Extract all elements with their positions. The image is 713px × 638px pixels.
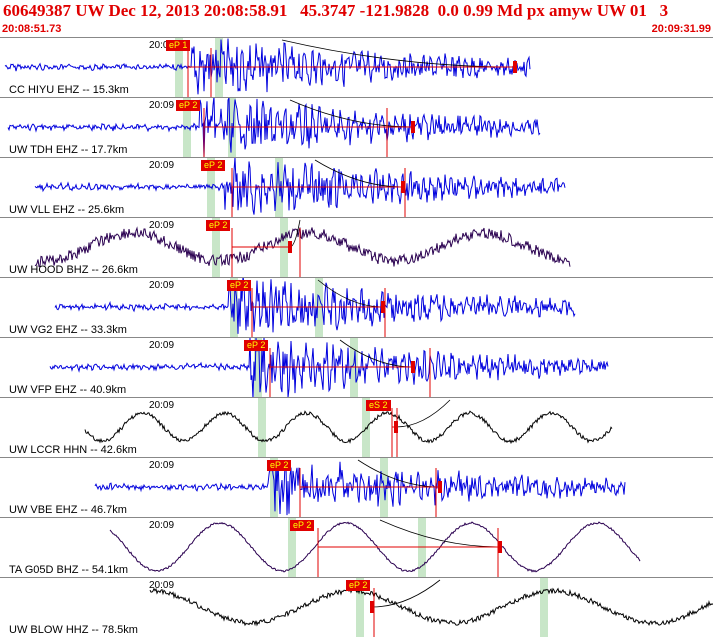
- waveform-trace: [149, 587, 713, 627]
- phase-pick-label[interactable]: eP 2: [176, 100, 201, 111]
- coda-end-marker: [394, 421, 398, 433]
- trace-panel[interactable]: 20:09 eP 2 UW TDH EHZ -- 17.7km: [0, 97, 713, 157]
- time-tick-label: 20:09: [149, 160, 175, 171]
- time-tick-label: 20:09: [149, 400, 175, 411]
- time-tick-label: 20:09: [149, 580, 175, 591]
- phase-pick-label[interactable]: eP 2: [201, 160, 226, 171]
- phase-pick-label[interactable]: eP 2: [206, 220, 231, 231]
- coda-end-marker: [438, 481, 442, 493]
- trace-panel[interactable]: 20:09 eP 2 UW VLL EHZ -- 25.6km: [0, 157, 713, 217]
- pick-window-band: [212, 218, 220, 277]
- phase-pick-label[interactable]: eP 2: [290, 520, 315, 531]
- coda-end-marker: [370, 601, 374, 613]
- pick-window-band: [356, 578, 364, 637]
- time-tick-label: 20:09: [149, 520, 175, 531]
- trace-panel[interactable]: 20:09 eP 2 UW VG2 EHZ -- 33.3km: [0, 277, 713, 337]
- waveform-trace: [109, 521, 641, 573]
- station-label: UW VFP EHZ -- 40.9km: [9, 384, 127, 396]
- time-tick-label: 20:09: [149, 40, 175, 51]
- phase-pick-label[interactable]: eP 2: [244, 340, 269, 351]
- phase-pick-label[interactable]: eP 2: [346, 580, 371, 591]
- waveform-trace: [34, 158, 566, 215]
- time-tick-label: 20:09: [149, 340, 175, 351]
- time-tick-label: 20:09: [149, 220, 175, 231]
- phase-pick-label[interactable]: eP 2: [227, 280, 252, 291]
- coda-end-marker: [513, 61, 517, 73]
- station-label: TA G05D BHZ -- 54.1km: [9, 564, 128, 576]
- time-tick-label: 20:09: [149, 460, 175, 471]
- station-label: UW VBE EHZ -- 46.7km: [9, 504, 127, 516]
- trace-panel[interactable]: 20:09 eS 2 UW LCCR HHN -- 42.6km: [0, 397, 713, 457]
- time-tick-label: 20:09: [149, 280, 175, 291]
- waveform-trace: [34, 226, 571, 268]
- waveform-trace: [84, 410, 613, 445]
- coda-end-marker: [498, 541, 502, 553]
- trace-panel[interactable]: 20:09 eP 2 UW HOOD BHZ -- 26.6km: [0, 217, 713, 277]
- trace-panel[interactable]: 20:09 eP 2 UW VFP EHZ -- 40.9km: [0, 337, 713, 397]
- phase-pick-label[interactable]: eP 2: [267, 460, 292, 471]
- trace-panel[interactable]: 20:09 eP 2 UW BLOW HHZ -- 78.5km: [0, 577, 713, 637]
- coda-end-marker: [288, 241, 292, 253]
- pick-window-band: [288, 518, 296, 577]
- station-label: UW BLOW HHZ -- 78.5km: [9, 624, 138, 636]
- coda-decay-curve: [379, 519, 501, 548]
- pick-window-band: [258, 398, 266, 457]
- station-label: UW HOOD BHZ -- 26.6km: [9, 264, 138, 276]
- station-label: UW TDH EHZ -- 17.7km: [9, 144, 128, 156]
- station-label: UW VLL EHZ -- 25.6km: [9, 204, 125, 216]
- pick-window-band: [254, 338, 262, 397]
- trace-panel[interactable]: 20:09 eP 2 TA G05D BHZ -- 54.1km: [0, 517, 713, 577]
- coda-decay-curve: [314, 159, 404, 188]
- pick-window-band: [175, 38, 183, 97]
- phase-pick-label[interactable]: eS 2: [366, 400, 391, 411]
- station-label: CC HIYU EHZ -- 15.3km: [9, 84, 129, 96]
- waveform-trace: [49, 338, 609, 397]
- time-tick-label: 20:09: [149, 100, 175, 111]
- coda-end-marker: [401, 181, 405, 193]
- waveform-trace: [54, 278, 576, 334]
- event-title: 60649387 UW Dec 12, 2013 20:08:58.91 45.…: [3, 1, 669, 20]
- coda-end-marker: [411, 121, 415, 133]
- waveform-trace: [94, 460, 626, 516]
- coda-end-marker: [411, 361, 415, 373]
- phase-pick-label[interactable]: eP 1: [166, 40, 191, 51]
- coda-end-marker: [381, 301, 385, 313]
- coda-decay-curve: [395, 399, 451, 428]
- station-label: UW LCCR HHN -- 42.6km: [9, 444, 137, 456]
- trace-panel[interactable]: 20:09 eP 2 UW VBE EHZ -- 46.7km: [0, 457, 713, 517]
- coda-decay-curve: [371, 579, 441, 608]
- waveform-trace: [7, 98, 541, 157]
- station-label: UW VG2 EHZ -- 33.3km: [9, 324, 127, 336]
- trace-panel[interactable]: 20:09 eP 1 CC HIYU EHZ -- 15.3km: [0, 37, 713, 97]
- pick-window-band: [540, 578, 548, 637]
- coda-decay-curve: [357, 459, 441, 488]
- start-time-label: 20:08:51.73: [2, 23, 62, 35]
- end-time-label: 20:09:31.99: [651, 23, 711, 35]
